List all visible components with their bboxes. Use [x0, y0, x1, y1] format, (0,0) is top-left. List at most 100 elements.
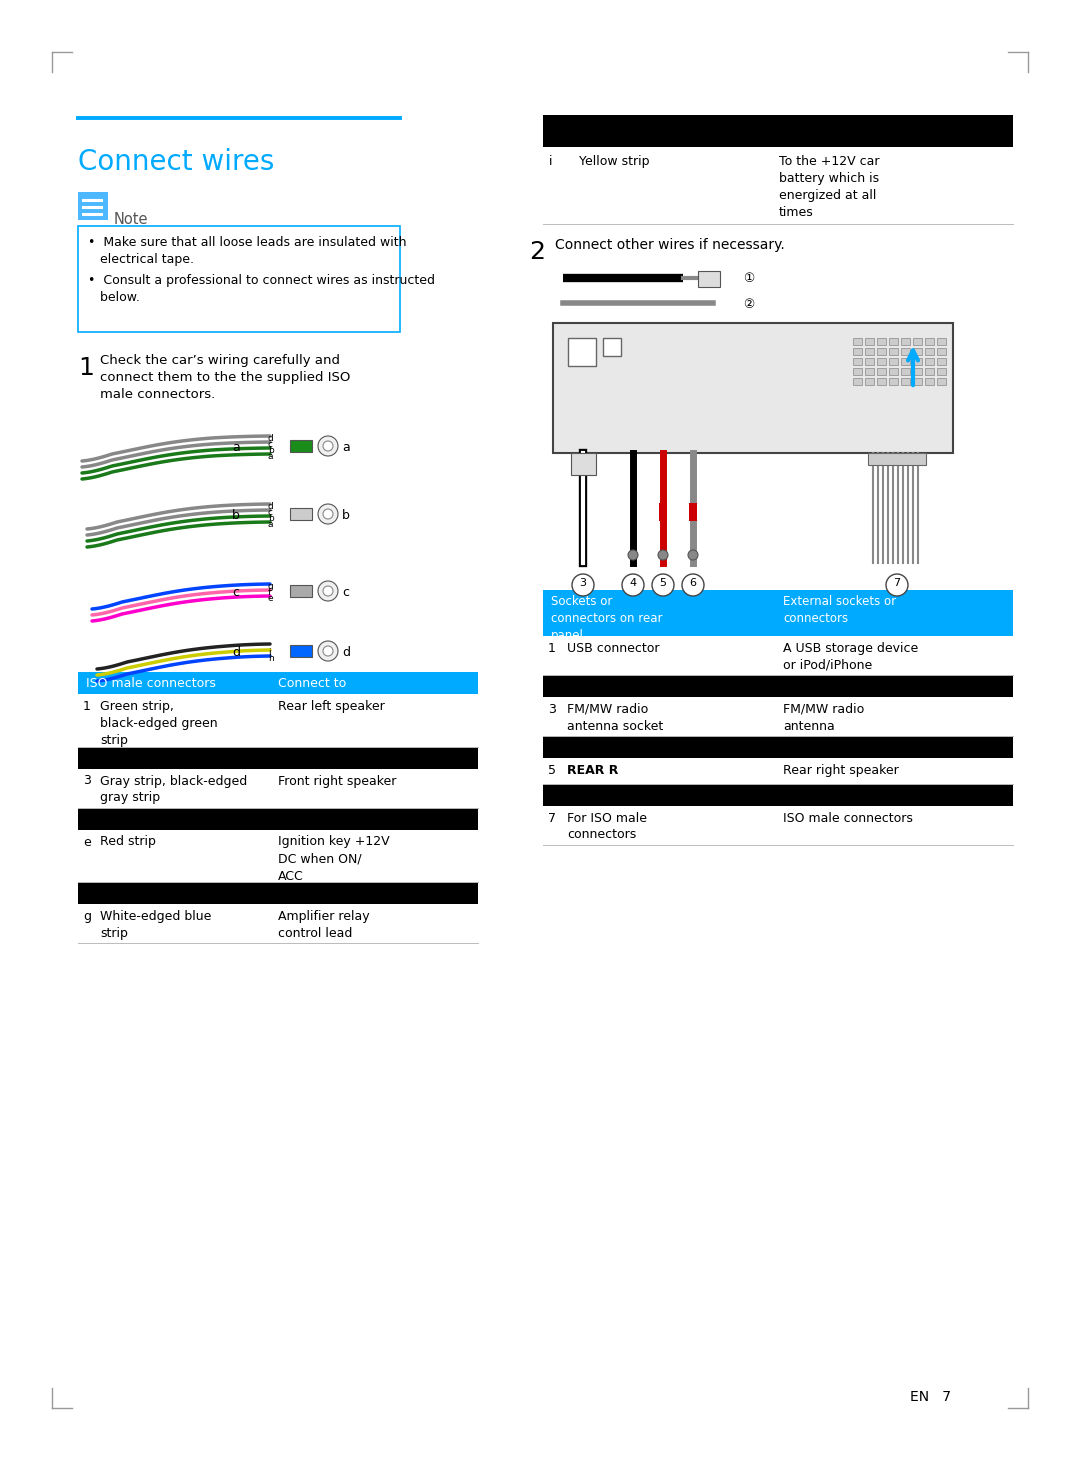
- Circle shape: [627, 550, 638, 561]
- Text: 1: 1: [548, 642, 556, 656]
- Circle shape: [318, 504, 338, 524]
- Bar: [924, 378, 934, 385]
- Bar: [937, 378, 946, 385]
- Bar: [913, 347, 922, 355]
- Bar: [913, 339, 922, 345]
- Text: 5: 5: [548, 764, 556, 777]
- Bar: [937, 358, 946, 365]
- Text: 7: 7: [893, 578, 901, 588]
- Bar: [889, 368, 897, 375]
- Text: For ISO male
connectors: For ISO male connectors: [567, 812, 647, 841]
- Text: d: d: [232, 645, 240, 658]
- Bar: [877, 368, 886, 375]
- Bar: [889, 358, 897, 365]
- Text: Rear right speaker: Rear right speaker: [783, 764, 899, 777]
- Text: h: h: [268, 654, 273, 663]
- Text: 7: 7: [548, 812, 556, 825]
- Bar: [913, 378, 922, 385]
- Bar: [901, 368, 910, 375]
- Bar: [603, 339, 621, 356]
- Bar: [901, 347, 910, 355]
- Bar: [889, 378, 897, 385]
- Text: Yellow strip: Yellow strip: [579, 155, 649, 168]
- Text: Connect to: Connect to: [278, 677, 347, 691]
- Bar: [853, 358, 862, 365]
- Text: 1: 1: [83, 699, 91, 712]
- Bar: [877, 347, 886, 355]
- Text: d: d: [342, 645, 350, 658]
- Bar: [865, 339, 874, 345]
- Bar: [543, 784, 1013, 806]
- Text: 1: 1: [78, 356, 94, 380]
- Bar: [889, 347, 897, 355]
- Text: e: e: [268, 594, 273, 603]
- Text: g: g: [83, 910, 91, 923]
- Text: •  Consult a professional to connect wires as instructed
   below.: • Consult a professional to connect wire…: [87, 274, 435, 304]
- Text: 3: 3: [580, 578, 586, 588]
- Text: Check the car’s wiring carefully and
connect them to the the supplied ISO
male c: Check the car’s wiring carefully and con…: [100, 353, 350, 402]
- Bar: [78, 807, 478, 829]
- Bar: [901, 339, 910, 345]
- Bar: [853, 347, 862, 355]
- Bar: [543, 590, 1013, 637]
- Bar: [865, 378, 874, 385]
- Bar: [877, 339, 886, 345]
- Bar: [865, 358, 874, 365]
- Text: a: a: [232, 441, 240, 454]
- Text: Rear left speaker: Rear left speaker: [278, 699, 384, 712]
- Bar: [924, 347, 934, 355]
- Circle shape: [622, 574, 644, 596]
- Text: g: g: [268, 583, 273, 591]
- Text: Connect other wires if necessary.: Connect other wires if necessary.: [555, 238, 785, 253]
- Bar: [571, 453, 596, 475]
- Bar: [853, 339, 862, 345]
- Bar: [853, 378, 862, 385]
- Circle shape: [688, 550, 698, 561]
- Text: Connect wires: Connect wires: [78, 147, 274, 177]
- Bar: [291, 585, 312, 597]
- Bar: [865, 368, 874, 375]
- Text: USB connector: USB connector: [567, 642, 660, 656]
- Bar: [291, 439, 312, 453]
- Circle shape: [318, 641, 338, 661]
- Bar: [924, 358, 934, 365]
- Text: a: a: [268, 520, 273, 529]
- Bar: [913, 358, 922, 365]
- Text: b: b: [232, 510, 240, 523]
- Bar: [877, 378, 886, 385]
- Text: 3: 3: [83, 774, 91, 787]
- Bar: [291, 508, 312, 520]
- Bar: [853, 368, 862, 375]
- Bar: [568, 339, 596, 366]
- Text: f: f: [268, 588, 271, 597]
- Bar: [543, 736, 1013, 758]
- Circle shape: [658, 550, 669, 561]
- Circle shape: [318, 437, 338, 456]
- Bar: [937, 339, 946, 345]
- Text: c: c: [268, 439, 273, 450]
- Text: c: c: [232, 585, 239, 599]
- Bar: [78, 882, 478, 904]
- Text: •  Make sure that all loose leads are insulated with
   electrical tape.: • Make sure that all loose leads are ins…: [87, 237, 406, 266]
- Bar: [877, 358, 886, 365]
- Bar: [659, 504, 667, 521]
- Circle shape: [323, 441, 333, 451]
- Text: a: a: [268, 453, 273, 461]
- Bar: [913, 368, 922, 375]
- Text: b: b: [342, 510, 350, 523]
- Text: c: c: [268, 508, 273, 517]
- Bar: [937, 347, 946, 355]
- Text: Amplifier relay
control lead: Amplifier relay control lead: [278, 910, 369, 940]
- Bar: [689, 504, 697, 521]
- Bar: [901, 378, 910, 385]
- Bar: [698, 272, 720, 288]
- Text: 2: 2: [529, 239, 545, 264]
- Text: a: a: [342, 441, 350, 454]
- Text: 5: 5: [660, 578, 666, 588]
- Circle shape: [572, 574, 594, 596]
- Circle shape: [652, 574, 674, 596]
- Text: ISO male connectors: ISO male connectors: [783, 812, 913, 825]
- Text: d: d: [268, 434, 273, 442]
- Text: 4: 4: [630, 578, 636, 588]
- Text: 3: 3: [548, 704, 556, 715]
